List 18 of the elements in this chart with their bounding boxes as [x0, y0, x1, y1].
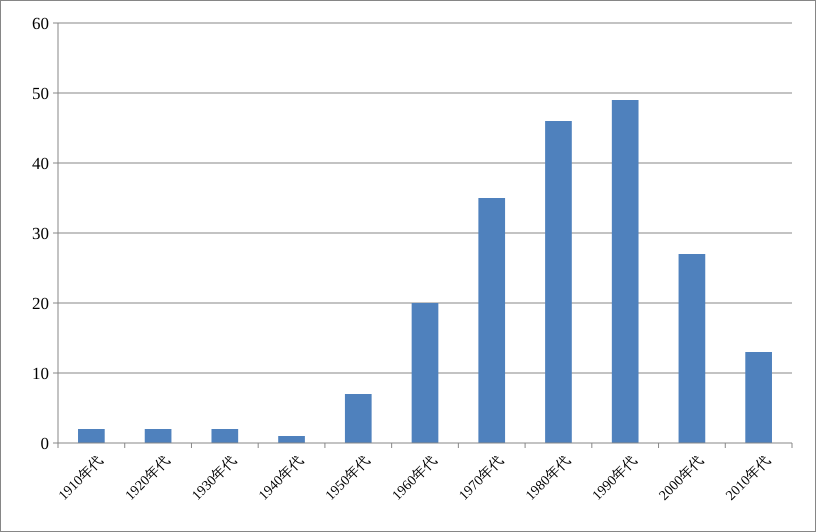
bar [278, 436, 305, 443]
y-tick-label: 40 [32, 154, 49, 173]
y-tick-label: 10 [32, 364, 49, 383]
y-tick-label: 50 [32, 84, 49, 103]
bar [545, 121, 572, 443]
bar [144, 429, 172, 443]
y-tick-label: 20 [32, 294, 49, 313]
bar [745, 352, 772, 443]
bar [211, 429, 238, 443]
bar [344, 394, 372, 443]
y-tick-label: 60 [32, 14, 49, 33]
y-tick-label: 30 [32, 224, 49, 243]
y-tick-label: 0 [40, 434, 49, 453]
bar [678, 254, 706, 443]
bar [78, 429, 105, 443]
bar [478, 198, 506, 443]
bar [612, 100, 639, 443]
bar [412, 303, 438, 443]
